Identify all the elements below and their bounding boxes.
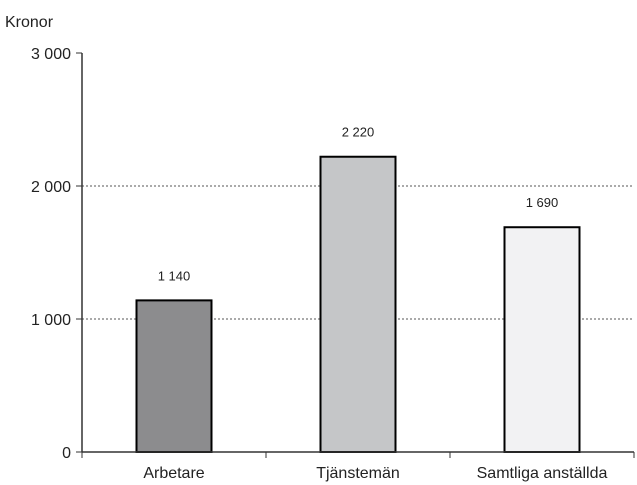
bar xyxy=(135,299,213,453)
bar xyxy=(503,226,581,453)
y-axis-label: Kronor xyxy=(5,14,54,31)
data-label: 1 140 xyxy=(158,268,191,283)
labels: 0 1 000 2 000 3 000 1 140 Arbetare 2 220 Tjänst… xyxy=(31,46,608,482)
bar xyxy=(319,155,397,454)
bars xyxy=(135,155,581,454)
data-label: 2 220 xyxy=(342,125,375,140)
y-tick-label: 0 xyxy=(62,445,71,462)
data-label: 1 690 xyxy=(526,195,559,210)
y-tick-label: 3 000 xyxy=(31,46,71,63)
y-tick-label: 1 000 xyxy=(31,312,71,329)
x-tick-label: Tjänstemän xyxy=(316,465,400,482)
x-tick-label: Samtliga anställda xyxy=(477,465,608,482)
y-tick-label: 2 000 xyxy=(31,179,71,196)
axes xyxy=(76,52,635,458)
x-tick-label: Arbetare xyxy=(143,465,204,482)
